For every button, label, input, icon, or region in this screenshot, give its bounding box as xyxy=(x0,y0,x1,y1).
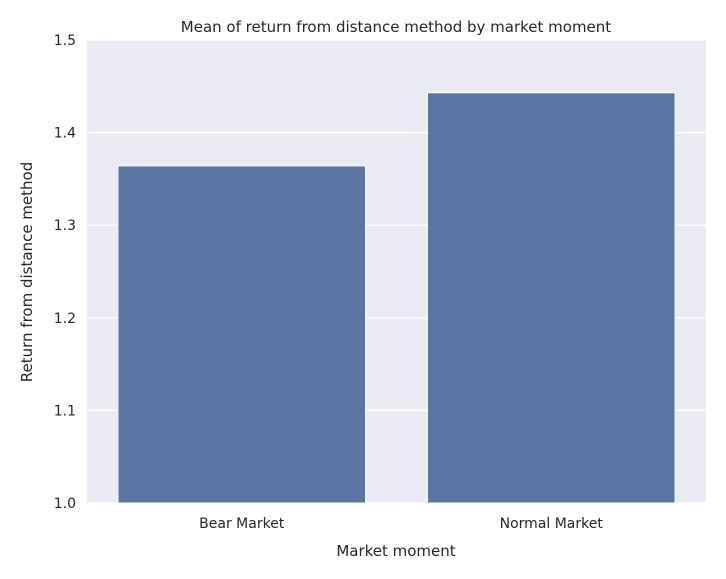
y-tick-labels: 1.0 1.1 1.2 1.3 1.4 1.5 xyxy=(54,33,76,512)
chart-title: Mean of return from distance method by m… xyxy=(181,18,611,36)
y-tick-label: 1.5 xyxy=(54,33,76,49)
x-tick-label: Normal Market xyxy=(500,516,604,532)
bars xyxy=(117,92,676,504)
y-tick-label: 1.4 xyxy=(54,126,76,142)
bar xyxy=(426,92,676,504)
y-tick-label: 1.1 xyxy=(54,403,76,419)
x-tick-label: Bear Market xyxy=(199,516,285,532)
x-axis-label: Market moment xyxy=(336,542,455,560)
y-tick-label: 1.0 xyxy=(54,496,76,512)
y-axis-label: Return from distance method xyxy=(18,162,36,382)
x-tick-labels: Bear Market Normal Market xyxy=(199,516,603,532)
bar xyxy=(117,165,367,504)
y-tick-label: 1.2 xyxy=(54,311,76,327)
y-tick-label: 1.3 xyxy=(54,218,76,234)
